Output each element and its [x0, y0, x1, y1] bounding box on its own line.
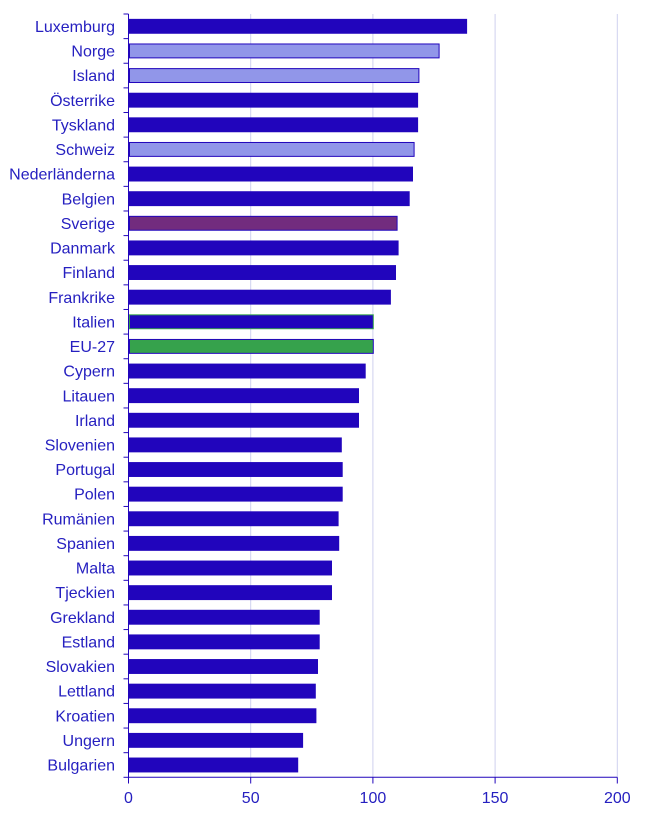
svg-text:150: 150	[482, 790, 509, 807]
svg-text:Finland: Finland	[63, 265, 115, 282]
svg-text:100: 100	[360, 790, 387, 807]
svg-text:Schweiz: Schweiz	[55, 142, 115, 159]
svg-text:Danmark: Danmark	[50, 241, 116, 258]
svg-text:50: 50	[242, 790, 260, 807]
svg-text:Grekland: Grekland	[50, 610, 115, 627]
svg-text:Litauen: Litauen	[63, 388, 116, 405]
svg-text:Cypern: Cypern	[63, 364, 115, 381]
svg-text:Kroatien: Kroatien	[55, 708, 115, 725]
svg-text:Irland: Irland	[75, 413, 115, 430]
svg-text:Luxemburg: Luxemburg	[35, 19, 115, 36]
svg-text:Nederländerna: Nederländerna	[9, 167, 115, 184]
svg-text:Sverige: Sverige	[61, 216, 115, 233]
svg-text:0: 0	[124, 790, 133, 807]
svg-text:Frankrike: Frankrike	[48, 290, 115, 307]
svg-text:Ungern: Ungern	[63, 733, 115, 750]
svg-text:Belgien: Belgien	[62, 191, 115, 208]
svg-text:Tyskland: Tyskland	[52, 117, 115, 134]
svg-text:Spanien: Spanien	[56, 536, 115, 553]
svg-text:Slovakien: Slovakien	[46, 659, 115, 676]
svg-text:Italien: Italien	[72, 314, 115, 331]
svg-text:Island: Island	[72, 68, 115, 85]
svg-text:Rumänien: Rumänien	[42, 511, 115, 528]
svg-text:Portugal: Portugal	[55, 462, 115, 479]
svg-text:Estland: Estland	[62, 634, 115, 651]
svg-text:200: 200	[604, 790, 631, 807]
svg-text:Norge: Norge	[71, 44, 115, 61]
svg-text:Malta: Malta	[76, 561, 115, 578]
svg-text:Tjeckien: Tjeckien	[55, 585, 115, 602]
svg-text:EU-27: EU-27	[70, 339, 115, 356]
svg-text:Bulgarien: Bulgarien	[47, 758, 115, 775]
svg-text:Österrike: Österrike	[50, 92, 115, 110]
svg-text:Polen: Polen	[74, 487, 115, 504]
svg-text:Lettland: Lettland	[58, 684, 115, 701]
svg-text:Slovenien: Slovenien	[45, 438, 115, 455]
